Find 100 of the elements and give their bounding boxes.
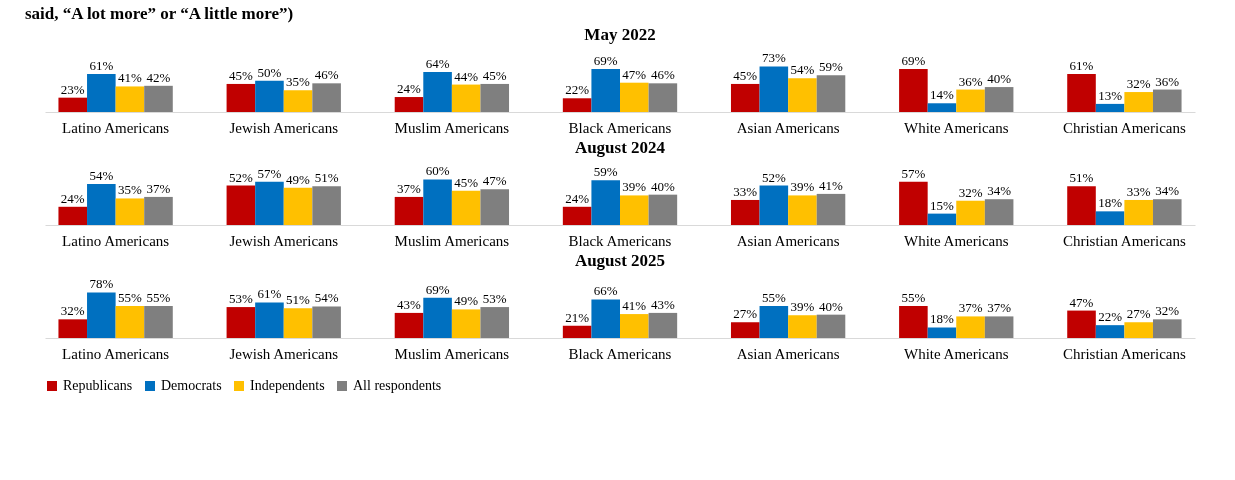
bar [58, 97, 88, 112]
data-label: 37% [987, 300, 1012, 316]
data-label: 46% [650, 67, 675, 83]
data-label: 13% [1098, 87, 1123, 103]
x-tick-label: Christian Americans [1062, 232, 1186, 249]
bar [255, 181, 284, 225]
data-label: 50% [257, 64, 282, 80]
bar [312, 83, 341, 112]
bar [899, 181, 928, 225]
chart-title: May 2022 [584, 25, 656, 44]
bar [899, 68, 928, 112]
data-label: 57% [901, 165, 926, 181]
x-tick-label: Black Americans [568, 345, 672, 362]
data-label: 59% [819, 59, 844, 75]
data-label: 14% [930, 87, 955, 103]
bar [730, 83, 760, 112]
bar [1067, 186, 1096, 225]
data-label: 51% [286, 292, 311, 308]
data-label: 32% [1155, 303, 1180, 319]
x-tick-label: White Americans [903, 345, 1009, 362]
bar [312, 306, 341, 338]
data-label: 44% [454, 68, 479, 84]
x-tick-label: White Americans [903, 232, 1009, 249]
bar [759, 66, 789, 112]
data-label: 37% [146, 180, 171, 196]
data-label: 21% [565, 309, 590, 325]
bar [562, 206, 592, 225]
bar [899, 305, 928, 338]
x-tick-label: Jewish Americans [229, 345, 339, 362]
bar [1067, 73, 1096, 112]
bar [115, 86, 145, 112]
bar [255, 302, 284, 338]
bar [956, 89, 985, 112]
data-label: 64% [425, 56, 450, 72]
x-tick-label: Latino Americans [62, 345, 170, 362]
bar [451, 190, 481, 225]
data-label: 55% [901, 289, 926, 305]
data-label: 47% [1069, 294, 1094, 310]
bar [1095, 211, 1125, 225]
bar [144, 305, 173, 338]
data-label: 40% [650, 178, 675, 194]
bar [620, 314, 649, 338]
x-tick-label: Muslim Americans [394, 232, 510, 249]
data-label: 39% [790, 299, 815, 315]
data-label: 23% [60, 81, 85, 97]
bar [1124, 92, 1153, 112]
data-label: 59% [593, 164, 618, 180]
bar [58, 206, 88, 225]
bar [562, 98, 592, 112]
bar [984, 316, 1014, 338]
data-label: 39% [790, 179, 815, 195]
data-label: 42% [146, 69, 171, 85]
bar [394, 196, 424, 225]
bar [591, 299, 620, 338]
data-label: 53% [228, 291, 253, 307]
bar [144, 85, 173, 112]
bar [1095, 325, 1125, 338]
x-tick-label: Black Americans [568, 232, 672, 249]
data-label: 32% [60, 303, 85, 319]
bar [87, 73, 116, 112]
data-label: 34% [1155, 183, 1180, 199]
bar [115, 198, 145, 225]
data-label: 61% [89, 57, 114, 73]
data-label: 27% [733, 306, 758, 322]
data-label: 60% [425, 163, 450, 179]
data-label: 51% [1069, 170, 1094, 186]
x-tick-label: Latino Americans [62, 232, 170, 249]
data-label: 73% [761, 50, 786, 66]
bar [1152, 199, 1182, 225]
bar [255, 80, 284, 112]
data-label: 69% [901, 52, 926, 68]
data-label: 41% [622, 298, 647, 314]
bar [58, 319, 88, 338]
x-tick-label: Muslim Americans [394, 119, 510, 136]
bar [759, 185, 789, 225]
data-label: 24% [60, 190, 85, 206]
data-label: 32% [958, 184, 983, 200]
data-label: 45% [733, 67, 758, 83]
data-label: 45% [228, 67, 253, 83]
bar [591, 68, 620, 112]
data-label: 27% [1126, 306, 1151, 322]
bar [480, 189, 510, 225]
bar [788, 78, 817, 112]
bar [816, 75, 846, 112]
legend-label: All respondents [353, 378, 442, 393]
bar [730, 199, 760, 225]
bar [648, 312, 678, 338]
bar [1124, 322, 1153, 338]
text: said, “A lot more” or “A little more”) [25, 4, 294, 23]
x-tick-label: Christian Americans [1062, 119, 1186, 136]
data-label: 36% [958, 73, 983, 89]
data-label: 45% [454, 174, 479, 190]
bar [423, 179, 452, 225]
bar [620, 195, 649, 225]
data-label: 41% [117, 70, 142, 86]
bar [226, 307, 256, 338]
bar [927, 327, 957, 338]
legend-label: Democrats [161, 378, 222, 393]
bar [788, 195, 817, 225]
data-label: 54% [790, 62, 815, 78]
